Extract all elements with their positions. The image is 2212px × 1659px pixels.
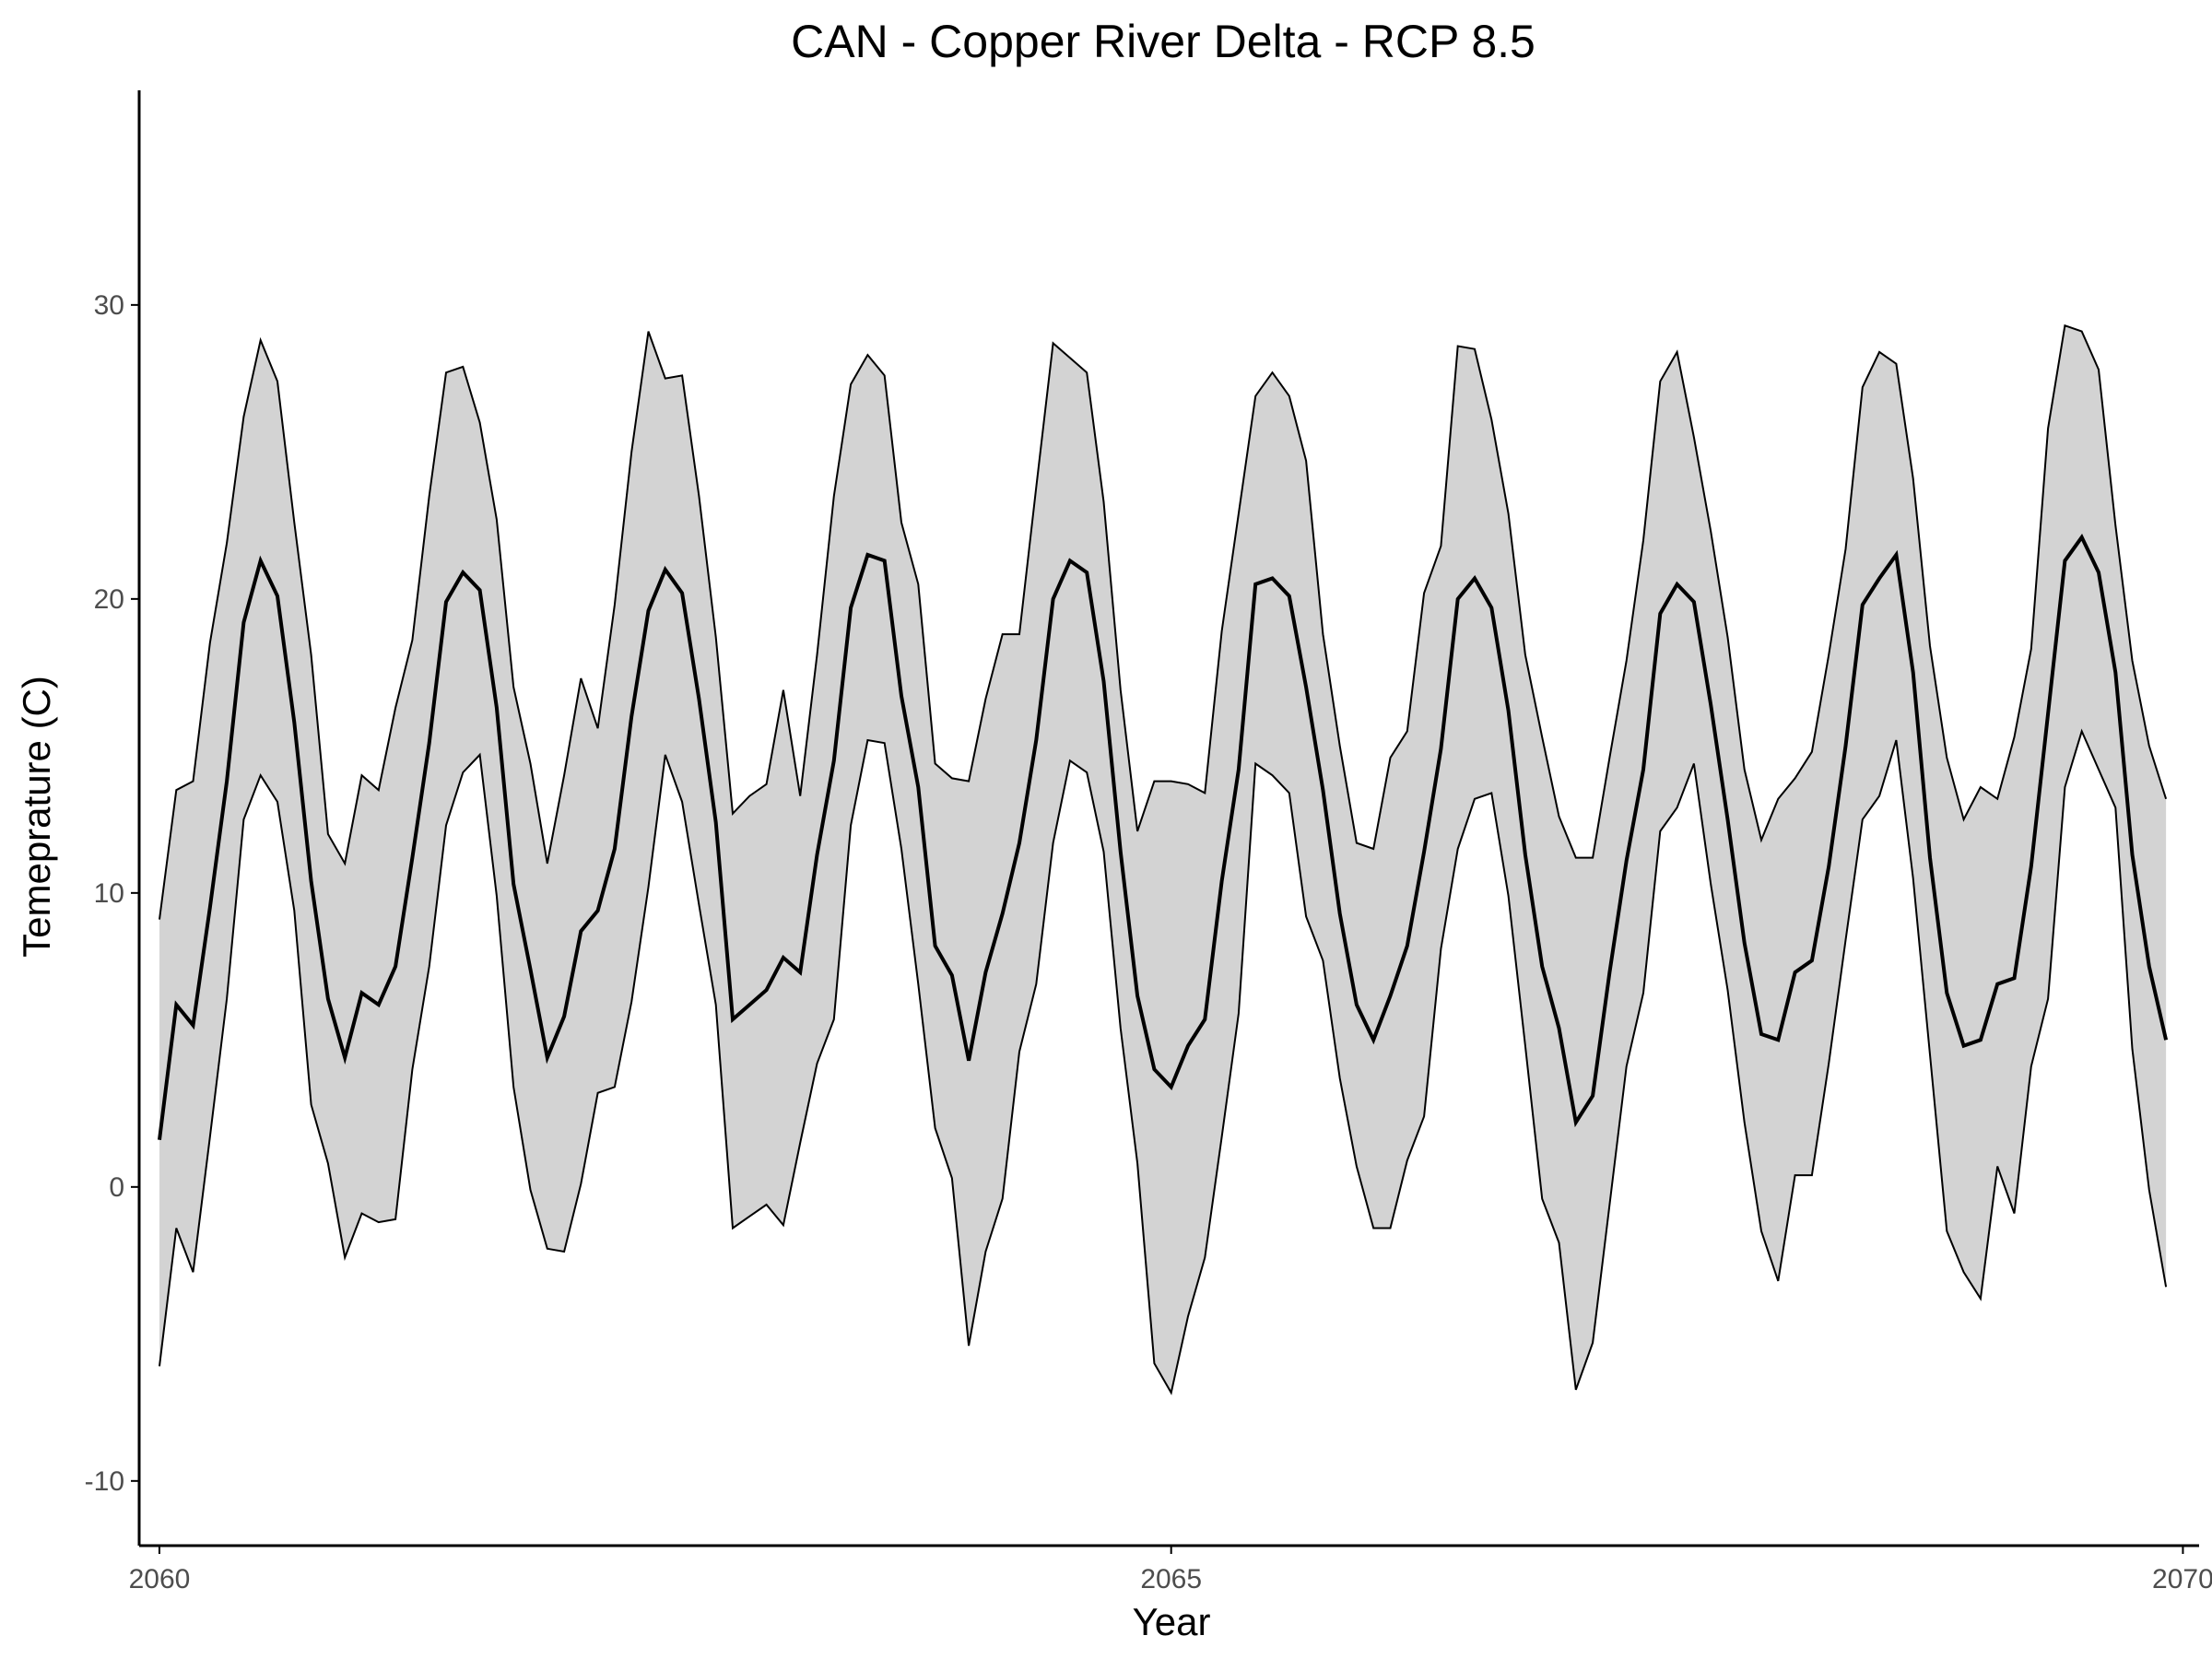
- y-axis-label: Temeprature (C): [15, 676, 58, 958]
- y-tick-label: -10: [85, 1466, 124, 1497]
- x-axis-ticks: 2060 2065 2070: [129, 1546, 2212, 1594]
- x-axis-label: Year: [1133, 1600, 1211, 1643]
- range-band: [159, 325, 2167, 1394]
- lower-bound-line: [159, 728, 2168, 1395]
- x-tick-label: 2060: [129, 1564, 191, 1594]
- upper-bound-line: [159, 324, 2168, 920]
- x-tick-label: 2065: [1140, 1564, 1202, 1594]
- y-tick-label: 20: [94, 584, 124, 615]
- y-tick-label: 0: [109, 1172, 124, 1203]
- y-axis-ticks: -10 0 10 20 30: [85, 290, 139, 1497]
- plot-area: [158, 324, 2169, 1395]
- y-tick-label: 30: [94, 290, 124, 321]
- y-tick-label: 10: [94, 878, 124, 909]
- mean-temperature-line: [158, 533, 2169, 1141]
- x-tick-label: 2070: [2152, 1564, 2212, 1594]
- chart-title: CAN - Copper River Delta - RCP 8.5: [791, 16, 1535, 67]
